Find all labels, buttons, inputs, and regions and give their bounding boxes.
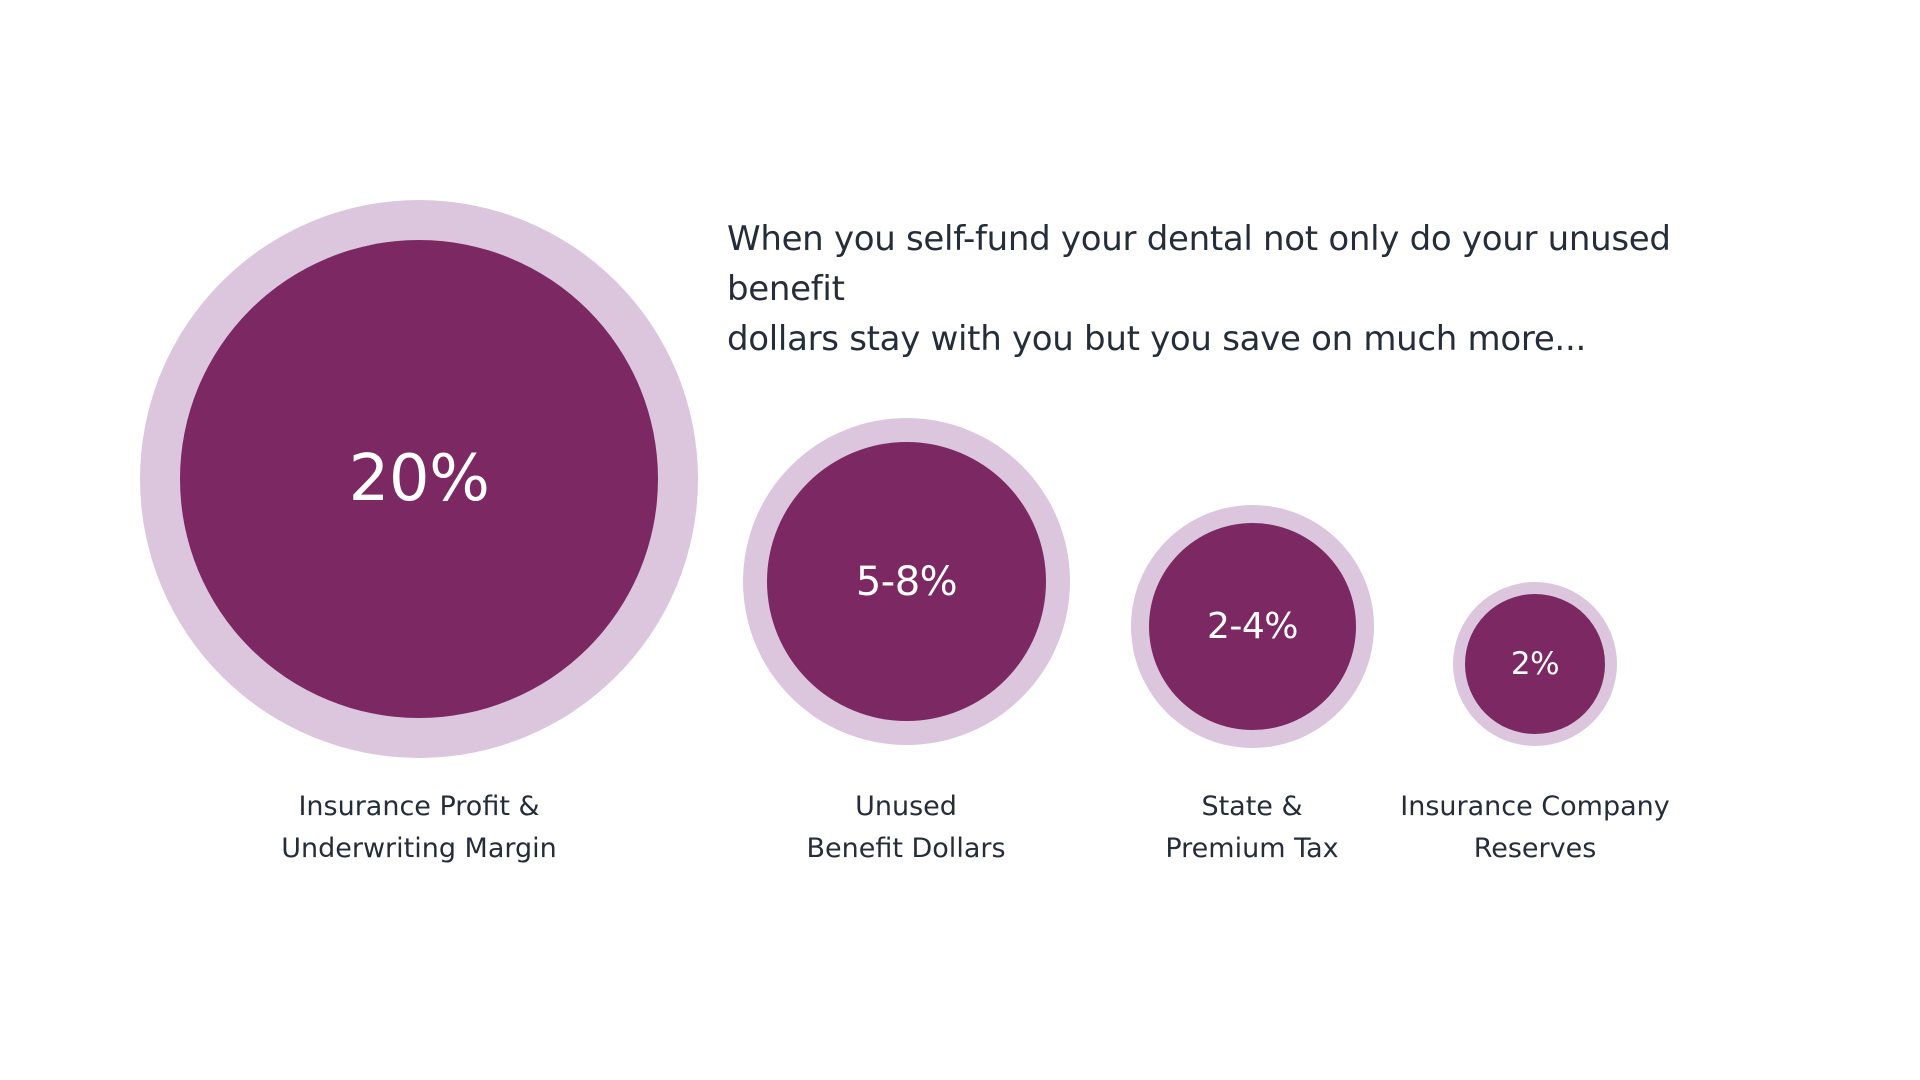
bubble-value: 20% [348,442,490,516]
bubble-company-reserves: 2% [1453,582,1617,746]
label-line-2: Underwriting Margin [281,833,557,864]
label-line-1: Insurance Profit & [298,791,540,822]
bubble-unused-benefit: 5-8% [743,418,1070,745]
bubble-value: 5-8% [855,558,958,605]
heading: When you self-fund your dental not only … [727,214,1787,364]
bubble-state-premium-tax-core: 2-4% [1149,523,1356,730]
label-line-1: Unused [855,791,957,822]
bubble-state-premium-tax: 2-4% [1131,505,1374,748]
bubble-insurance-profit: 20% [140,200,698,758]
bubble-value: 2-4% [1206,606,1299,647]
label-line-1: Insurance Company [1400,791,1670,822]
label-unused-benefit: Unused Benefit Dollars [806,786,1005,870]
bubble-insurance-profit-core: 20% [180,240,658,718]
bubble-value: 2% [1510,646,1560,682]
label-line-2: Benefit Dollars [806,833,1006,864]
heading-line-2: dollars stay with you but you save on mu… [727,319,1586,359]
bubble-company-reserves-core: 2% [1465,594,1605,734]
bubble-unused-benefit-core: 5-8% [767,442,1046,721]
label-line-2: Reserves [1473,833,1597,864]
label-insurance-profit: Insurance Profit & Underwriting Margin [281,786,557,870]
heading-line-1: When you self-fund your dental not only … [727,219,1671,309]
label-company-reserves: Insurance Company Reserves [1400,786,1670,870]
label-state-premium-tax: State & Premium Tax [1165,786,1338,870]
label-line-1: State & [1201,791,1303,822]
label-line-2: Premium Tax [1165,833,1339,864]
